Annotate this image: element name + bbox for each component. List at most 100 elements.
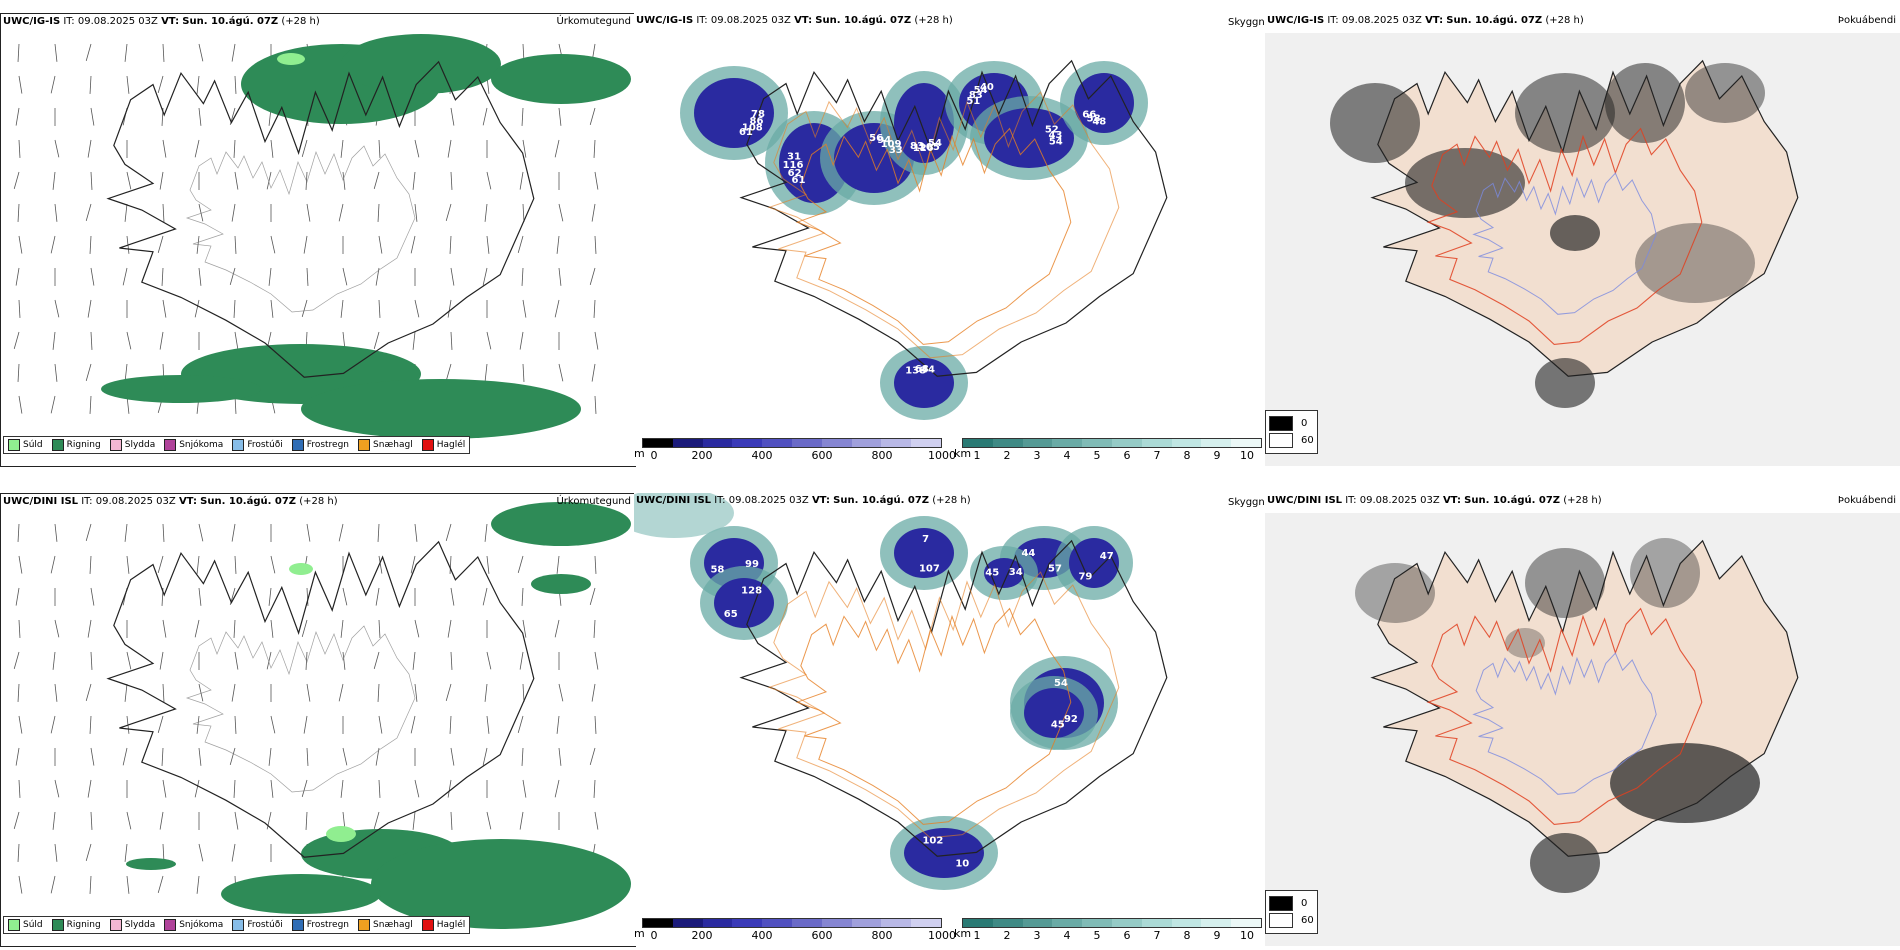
- fog-area: [1685, 63, 1765, 123]
- ceiling-value-label: 33: [889, 145, 903, 156]
- wind-barb: [558, 363, 564, 382]
- wind-barb: [198, 843, 204, 862]
- precip-panel-top: UWC/IG-IS IT: 09.08.2025 03Z VT: Sun. 10…: [0, 13, 636, 467]
- panel-title: Úrkomutegund: [556, 496, 631, 507]
- legend-swatch: [164, 919, 177, 931]
- wind-barb: [159, 811, 164, 830]
- wind-barb: [301, 779, 308, 798]
- wind-barb: [449, 555, 452, 574]
- wind-barb: [54, 523, 58, 542]
- ceiling-value-label: 107: [919, 563, 940, 574]
- legend-label: Snæhagl: [373, 920, 413, 930]
- rain-area: [371, 839, 631, 929]
- wind-barb: [162, 619, 167, 638]
- visibility-panel-bottom: 99 65 7 57 45 47 45 102 92 58 128 107 44 34 79 54 10 UWC…: [634, 493, 1267, 946]
- rain-area: [491, 502, 631, 546]
- wind-barb: [122, 747, 128, 766]
- wind-barb: [378, 779, 381, 798]
- wind-barb: [54, 779, 60, 798]
- wind-barb: [594, 651, 599, 670]
- fog-legend: 0 60: [1265, 410, 1318, 454]
- wind-barb: [90, 107, 95, 126]
- wind-barb: [18, 619, 21, 638]
- valid-time: Sun. 10.ágú. 07Z: [815, 15, 912, 26]
- wind-barb: [447, 139, 452, 158]
- wind-barb: [198, 587, 202, 606]
- colorbar-ticks: 1 2 3 4 5 6 7 8 9 10: [962, 448, 1262, 462]
- lead-time: (+28 h): [1563, 495, 1602, 506]
- fog-legend-label: 60: [1301, 915, 1314, 926]
- precip-panel-bottom: UWC/DINI ISL IT: 09.08.2025 03Z VT: Sun.…: [0, 493, 636, 947]
- legend-swatch: [421, 919, 434, 931]
- wind-barb: [234, 555, 237, 574]
- wind-barb: [482, 747, 488, 766]
- legend-swatch: [291, 919, 304, 931]
- legend-label: Frostregn: [306, 920, 350, 930]
- wind-barb: [519, 171, 524, 190]
- wind-barb: [410, 715, 416, 734]
- wind-barb: [50, 715, 56, 734]
- wind-barb: [157, 235, 164, 254]
- precip-areas: [101, 34, 631, 439]
- ceiling-value-label: 44: [1021, 548, 1035, 559]
- wind-barb: [194, 619, 200, 638]
- colorbar-tick: 0: [650, 449, 658, 462]
- wind-barb: [342, 267, 348, 286]
- colorbar-step: [911, 919, 941, 927]
- wind-barb: [15, 107, 20, 126]
- drizzle-area: [277, 53, 305, 65]
- wind-barb: [90, 811, 93, 830]
- ceiling-value-label: 47: [1100, 551, 1114, 562]
- fog-area: [1535, 358, 1595, 408]
- ceiling-value-label: 66: [1082, 109, 1096, 120]
- wind-barb: [159, 171, 164, 190]
- legend-swatch: [51, 919, 64, 931]
- wind-barb: [373, 811, 380, 830]
- model-name: UWC/DINI ISL: [3, 496, 79, 507]
- wind-barb: [486, 715, 490, 734]
- init-time: IT: 09.08.2025 03Z: [81, 496, 176, 507]
- model-name: UWC/IG-IS: [3, 16, 61, 27]
- wind-barb: [124, 43, 128, 62]
- wind-barb: [85, 683, 92, 702]
- wind-barb: [234, 811, 239, 830]
- road-network: [795, 127, 1072, 345]
- wind-barb: [482, 587, 488, 606]
- wind-barb: [375, 747, 380, 766]
- wind-barb: [50, 875, 56, 894]
- wind-barb: [54, 843, 58, 862]
- fog-area: [1635, 223, 1755, 303]
- low-visibility-areas: [634, 493, 1133, 890]
- wind-barb: [589, 267, 596, 286]
- colorbar-step: [851, 919, 882, 927]
- colorbar-tick: 800: [871, 449, 893, 462]
- wind-barb: [450, 747, 455, 766]
- wind-barb: [517, 235, 524, 254]
- precip-type-legend: Súld Rigning Slydda Snjókoma Frostúði Frostre…: [3, 436, 471, 454]
- colorbar-step: [672, 439, 703, 447]
- wind-barb: [90, 587, 95, 606]
- wind-barb: [231, 523, 236, 542]
- coastline: [739, 539, 1168, 857]
- legend-item: Súld: [8, 919, 43, 931]
- colorbar-tick: 800: [871, 929, 893, 942]
- wind-barb: [373, 331, 380, 350]
- wind-barb: [589, 107, 596, 126]
- wind-barb: [593, 619, 596, 638]
- legend-label: Frostúði: [247, 920, 283, 930]
- legend-item: Frostregn: [291, 919, 350, 931]
- wind-barb: [522, 299, 527, 318]
- colorbar-ticks: 1 2 3 4 5 6 7 8 9 10: [962, 928, 1262, 942]
- ceiling-value-label: 45: [1051, 719, 1065, 730]
- model-name: UWC/IG-IS: [636, 15, 694, 26]
- wind-barb: [486, 171, 492, 190]
- colorbar-tick: 0: [650, 929, 658, 942]
- wind-barb: [558, 107, 562, 126]
- ceiling-value-label: 62: [788, 168, 802, 179]
- wind-barb: [162, 139, 167, 158]
- wind-barb: [447, 619, 452, 638]
- ceiling-value-label: 126: [913, 143, 934, 154]
- wind-barb: [87, 139, 92, 158]
- wind-barb: [522, 619, 527, 638]
- wind-barb: [87, 619, 92, 638]
